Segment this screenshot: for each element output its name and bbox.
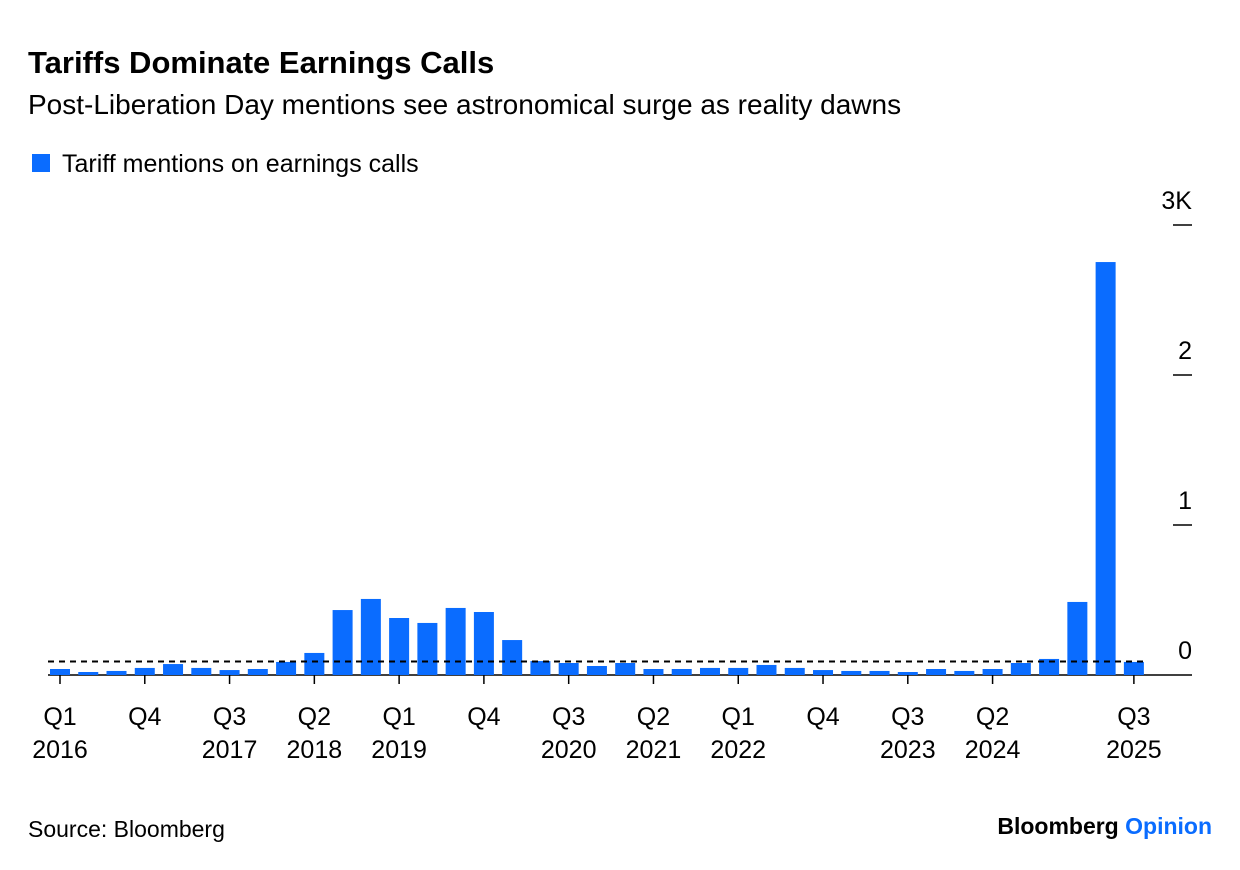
bar — [813, 670, 834, 675]
x-tick-label: Q4 — [467, 703, 500, 731]
x-tick-label: Q1 2019 — [371, 703, 427, 764]
bar — [134, 667, 155, 675]
source: Source: Bloomberg — [28, 816, 225, 842]
bar — [1039, 658, 1060, 675]
bar — [728, 667, 749, 675]
bar — [360, 598, 381, 675]
bar — [1067, 601, 1088, 675]
bar — [1123, 661, 1144, 675]
bar — [78, 672, 99, 675]
chart-subtitle: Post-Liberation Day mentions see astrono… — [28, 89, 901, 120]
x-tick-label: Q2 2018 — [287, 703, 343, 764]
bar — [756, 664, 777, 675]
bar — [671, 669, 692, 675]
bar — [163, 664, 184, 675]
bar — [841, 670, 862, 675]
y-tick-label: 2 — [1178, 337, 1192, 365]
bar — [332, 610, 353, 675]
bar — [389, 618, 410, 675]
bar — [530, 661, 551, 675]
x-tick-label: Q3 2020 — [541, 703, 597, 764]
bar — [304, 652, 325, 675]
x-tick-label: Q2 2024 — [965, 703, 1021, 764]
x-tick-label: Q3 2023 — [880, 703, 936, 764]
x-tick-label: Q4 — [806, 703, 839, 731]
x-tick-label: Q4 — [128, 703, 161, 731]
bar — [1010, 663, 1031, 675]
x-tick-label: Q1 2016 — [32, 703, 88, 764]
bar — [954, 670, 975, 675]
y-tick-label: 3K — [1161, 187, 1192, 215]
bar — [473, 612, 494, 675]
bar — [586, 666, 607, 675]
bar — [276, 661, 297, 675]
bar — [502, 640, 523, 675]
y-tick-label: 0 — [1178, 637, 1192, 665]
x-tick-label: Q1 2022 — [710, 703, 766, 764]
brand-opinion: Opinion — [1125, 813, 1212, 839]
brand-name: Bloomberg — [997, 813, 1118, 839]
x-tick-label: Q3 2017 — [202, 703, 258, 764]
bar — [1095, 262, 1116, 675]
x-tick-label: Q2 2021 — [626, 703, 682, 764]
bar — [247, 669, 268, 675]
bar — [191, 667, 212, 675]
bar — [106, 670, 127, 675]
x-tick-label: Q3 2025 — [1106, 703, 1162, 764]
bar — [699, 667, 720, 675]
bar — [897, 672, 918, 675]
bar — [445, 607, 466, 675]
bar — [417, 622, 438, 675]
bar — [784, 667, 805, 675]
legend-swatch — [32, 154, 50, 172]
bar — [869, 670, 890, 675]
y-tick-label: 1 — [1178, 487, 1192, 515]
bar — [50, 669, 70, 675]
bar — [615, 663, 636, 675]
chart-title: Tariffs Dominate Earnings Calls — [28, 45, 494, 80]
brand: Bloomberg Opinion — [997, 813, 1212, 839]
legend-label: Tariff mentions on earnings calls — [62, 150, 419, 178]
bar — [558, 663, 579, 675]
bar — [982, 669, 1003, 675]
bar — [219, 670, 240, 675]
bar — [926, 669, 947, 675]
bar — [643, 669, 664, 675]
